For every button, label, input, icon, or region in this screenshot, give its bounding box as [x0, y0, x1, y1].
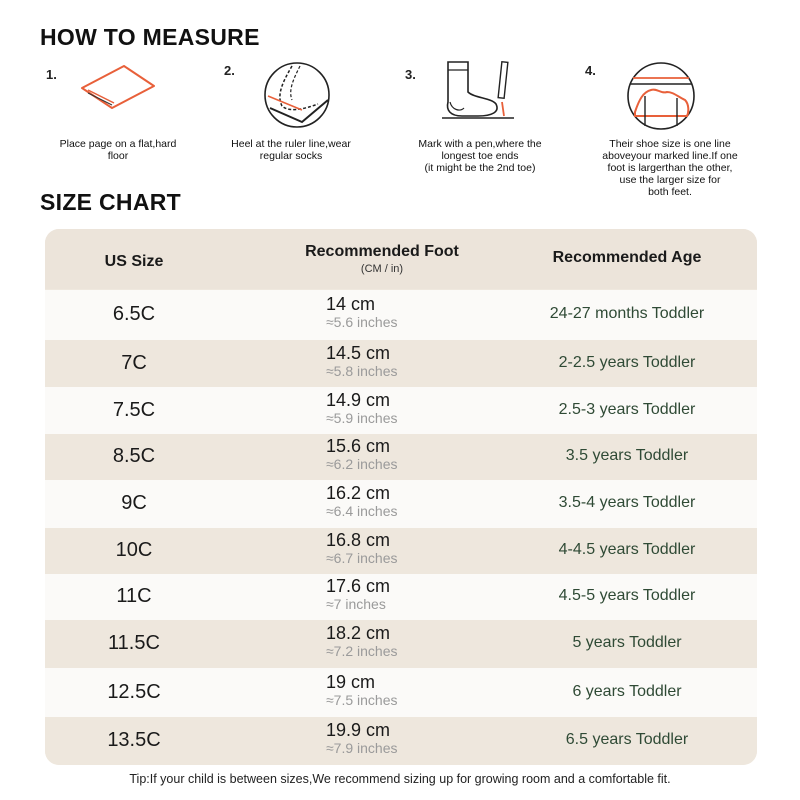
cell-foot-inches: ≈7.2 inches: [326, 643, 398, 659]
table-row: 12.5C 19 cm ≈7.5 inches 6 years Toddler: [45, 668, 757, 717]
cell-recommended-age: 5 years Toddler: [572, 634, 682, 651]
cell-foot-cm: 14.5 cm: [326, 343, 391, 363]
step-4-text: Their shoe size is one line aboveyour ma…: [602, 138, 738, 198]
header-recommended-foot: Recommended Foot: [305, 243, 459, 260]
cell-foot-cm: 16.8 cm: [326, 530, 391, 550]
table-row: 9C 16.2 cm ≈6.4 inches 3.5-4 years Toddler: [45, 480, 757, 528]
cell-foot-inches: ≈5.8 inches: [326, 363, 398, 379]
cell-us-size: 11.5C: [108, 632, 160, 654]
step-2-text: Heel at the ruler line,wear regular sock…: [231, 138, 351, 162]
table-row: 11C 17.6 cm ≈7 inches 4.5-5 years Toddler: [45, 574, 757, 620]
cell-us-size: 13.5C: [107, 729, 161, 751]
cell-us-size: 8.5C: [112, 445, 156, 467]
cell-recommended-age: 4.5-5 years Toddler: [558, 587, 696, 604]
cell-us-size: 12.5C: [107, 681, 161, 703]
cell-us-size: 7C: [121, 352, 147, 374]
table-row: 7.5C 14.9 cm ≈5.9 inches 2.5-3 years Toddle…: [45, 387, 757, 434]
cell-foot-inches: ≈6.4 inches: [326, 503, 398, 519]
table-row: 13.5C 19.9 cm ≈7.9 inches 6.5 years Toddler: [45, 717, 757, 765]
cell-foot-cm: 16.2 cm: [326, 483, 391, 503]
step-number: 1.: [46, 67, 57, 82]
cell-foot-inches: ≈6.7 inches: [326, 550, 398, 566]
sock-and-pen-icon: [442, 61, 514, 119]
table-row: 10C 16.8 cm ≈6.7 inches 4-4.5 years Toddler: [45, 528, 757, 574]
cell-foot-cm: 15.6 cm: [326, 436, 391, 456]
cell-us-size: 10C: [115, 539, 153, 561]
cell-foot-cm: 19.9 cm: [326, 720, 391, 740]
sizing-tip: Tip:If your child is between sizes,We re…: [129, 772, 671, 786]
cell-recommended-age: 6.5 years Toddler: [565, 731, 689, 748]
table-row: 8.5C 15.6 cm ≈6.2 inches 3.5 years Toddler: [45, 434, 757, 480]
cell-us-size: 6.5C: [112, 303, 156, 325]
cell-foot-inches: ≈6.2 inches: [326, 456, 398, 472]
step-number: 3.: [405, 67, 416, 82]
toe-line-icon: [627, 62, 695, 130]
cell-recommended-age: 3.5 years Toddler: [565, 447, 689, 464]
cell-us-size: 9C: [121, 492, 147, 514]
size-chart-heading: SIZE CHART: [40, 189, 181, 215]
step-number: 2.: [224, 63, 235, 78]
table-row: 6.5C 14 cm ≈5.6 inches 24-27 months Toddler: [45, 290, 757, 340]
cell-foot-cm: 19 cm: [326, 672, 376, 692]
header-foot-unit: (CM / in): [360, 263, 404, 275]
cell-foot-inches: ≈7.5 inches: [326, 692, 398, 708]
cell-foot-cm: 17.6 cm: [326, 576, 391, 596]
cell-recommended-age: 2.5-3 years Toddler: [558, 401, 696, 418]
cell-foot-cm: 14.9 cm: [326, 390, 391, 410]
header-us-size: US Size: [104, 253, 164, 270]
heel-on-ruler-icon: [264, 62, 330, 128]
size-chart-table: US Size Recommended Foot (CM / in) Recom…: [45, 229, 757, 765]
table-header: US Size Recommended Foot (CM / in) Recom…: [45, 229, 757, 289]
cell-recommended-age: 2-2.5 years Toddler: [558, 354, 696, 371]
cell-foot-inches: ≈7 inches: [326, 596, 386, 612]
cell-foot-inches: ≈5.6 inches: [326, 314, 398, 330]
how-to-measure-heading: HOW TO MEASURE: [40, 24, 260, 50]
cell-us-size: 7.5C: [112, 399, 156, 421]
step-3-text: Mark with a pen,where the longest toe en…: [418, 138, 542, 174]
cell-us-size: 11C: [116, 585, 152, 607]
header-recommended-age: Recommended Age: [552, 249, 702, 266]
table-row: 11.5C 18.2 cm ≈7.2 inches 5 years Toddler: [45, 620, 757, 668]
cell-recommended-age: 24-27 months Toddler: [549, 305, 705, 322]
cell-foot-inches: ≈7.9 inches: [326, 740, 398, 756]
step-1-text: Place page on a flat,hard floor: [59, 138, 177, 162]
cell-recommended-age: 6 years Toddler: [572, 683, 682, 700]
step-number: 4.: [585, 63, 596, 78]
table-row: 7C 14.5 cm ≈5.8 inches 2-2.5 years Toddler: [45, 340, 757, 387]
paper-sheet-icon: [81, 65, 155, 109]
cell-foot-cm: 14 cm: [326, 294, 376, 314]
cell-foot-cm: 18.2 cm: [326, 623, 391, 643]
cell-recommended-age: 4-4.5 years Toddler: [558, 541, 696, 558]
cell-recommended-age: 3.5-4 years Toddler: [558, 494, 696, 511]
cell-foot-inches: ≈5.9 inches: [326, 410, 398, 426]
